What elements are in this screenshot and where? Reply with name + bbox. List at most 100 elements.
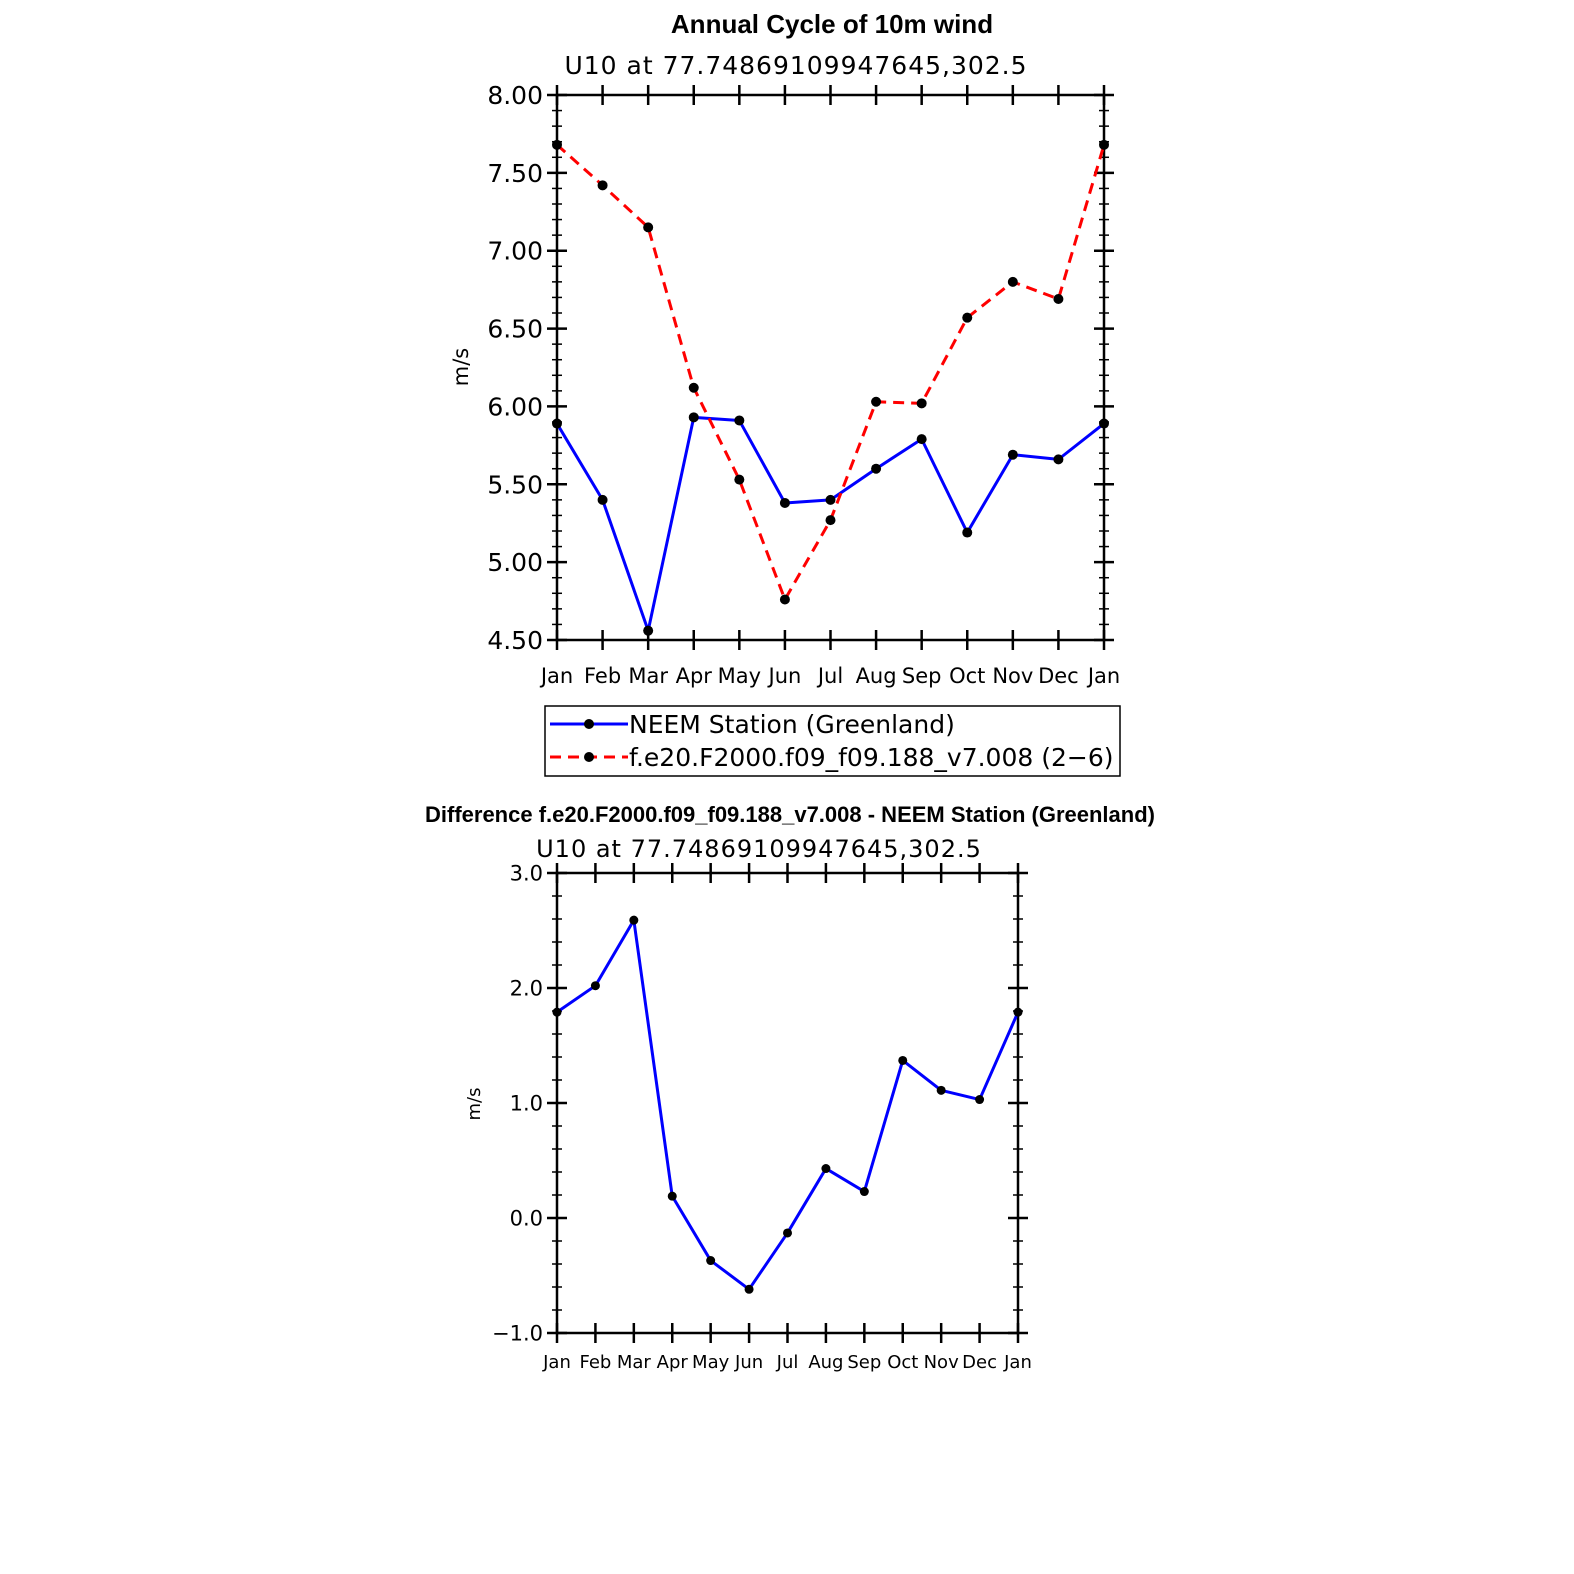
data-point [590, 981, 600, 991]
plot-frame [555, 871, 1020, 1335]
x-tick-label: May [692, 1352, 730, 1373]
data-point [688, 382, 699, 393]
x-tick-label: Jan [539, 664, 573, 688]
data-point [734, 415, 745, 426]
x-tick-label: Jul [776, 1352, 799, 1373]
x-tick-label: Dec [962, 1352, 997, 1373]
chart1-axes: Jan Feb Mar Apr May Jun Jul Aug Sep Oct Nov Dec Jan 4… [487, 81, 1120, 688]
difference-chart: Difference f.e20.F2000.f09_f09.188_v7.00… [425, 802, 1155, 1373]
chart2-subtitle: U10 at 77.74869109947645,302.5 [536, 835, 982, 863]
legend-box [544, 705, 1121, 777]
x-tick-label: Aug [856, 664, 897, 688]
data-point [783, 1228, 792, 1238]
data-point [552, 418, 562, 429]
x-tick-label: Sep [902, 664, 942, 688]
legend-marker-neem [584, 719, 594, 729]
data-point [552, 1007, 562, 1017]
data-point [643, 625, 654, 636]
x-tick-label: Jan [1086, 664, 1120, 688]
y-tick-label: 0.0 [510, 1207, 543, 1231]
x-tick-label: Jul [816, 664, 843, 688]
chart1-subtitle: U10 at 77.74869109947645,302.5 [564, 51, 1027, 80]
data-point [1053, 293, 1064, 304]
x-tick-label: Sep [847, 1352, 881, 1373]
y-tick-label: 3.0 [510, 862, 543, 886]
data-point [1053, 454, 1064, 465]
data-point [1099, 139, 1109, 150]
data-point [643, 222, 654, 233]
data-point [821, 1164, 831, 1174]
x-tick-label: Feb [579, 1352, 611, 1373]
chart1-ylabel: m/s [449, 348, 473, 386]
data-point [1007, 449, 1018, 460]
data-point [975, 1095, 985, 1105]
data-point [597, 180, 608, 191]
data-point [734, 474, 745, 485]
data-point [597, 494, 608, 505]
y-tick-label: 5.00 [487, 548, 543, 577]
y-tick-label: 7.50 [487, 159, 543, 188]
y-tick-label: 8.00 [487, 81, 543, 110]
x-tick-label: Apr [657, 1352, 689, 1373]
y-tick-label: 7.00 [487, 237, 543, 266]
x-tick-label: Feb [584, 664, 621, 688]
data-point [871, 396, 882, 407]
x-tick-label: May [718, 664, 761, 688]
y-tick-label: 2.0 [510, 977, 543, 1001]
data-point [962, 527, 973, 538]
x-tick-label: Mar [617, 1352, 652, 1373]
x-tick-label: Aug [808, 1352, 843, 1373]
x-tick-label: Jun [734, 1352, 763, 1373]
data-point [825, 515, 836, 526]
legend-marker-model [584, 752, 594, 762]
data-point [916, 434, 927, 445]
data-point [916, 398, 927, 409]
chart1-series [552, 139, 1109, 636]
y-tick-label: −1.0 [492, 1322, 543, 1346]
data-point [629, 915, 639, 925]
x-tick-label: Apr [676, 664, 713, 688]
y-tick-label: 6.00 [487, 392, 543, 421]
x-tick-label: Jan [542, 1352, 571, 1373]
data-point [1099, 418, 1109, 429]
chart1-legend: NEEM Station (Greenland) f.e20.F2000.f09… [544, 705, 1121, 777]
data-point [936, 1085, 946, 1095]
y-tick-label: 4.50 [487, 626, 543, 655]
legend-label-model: f.e20.F2000.f09_f09.188_v7.008 (2−6) [629, 743, 1114, 772]
x-tick-label: Oct [949, 664, 985, 688]
data-point [706, 1256, 716, 1266]
annual-cycle-chart: Annual Cycle of 10m wind U10 at 77.74869… [449, 9, 1121, 777]
x-tick-label: Jun [767, 664, 802, 688]
data-point [859, 1187, 869, 1197]
series-line-1 [556, 143, 1106, 602]
data-point [744, 1284, 754, 1294]
chart2-series [552, 915, 1023, 1294]
x-tick-label: Dec [1038, 664, 1079, 688]
data-point [779, 497, 790, 508]
data-point [667, 1191, 677, 1201]
data-point [688, 412, 699, 423]
data-point [1013, 1007, 1023, 1017]
x-tick-label: Nov [924, 1352, 959, 1373]
data-point [1007, 276, 1018, 287]
data-point [552, 139, 562, 150]
y-tick-label: 6.50 [487, 315, 543, 344]
legend-label-neem: NEEM Station (Greenland) [629, 710, 955, 739]
y-tick-label: 1.0 [510, 1092, 543, 1116]
plot-frame [555, 93, 1106, 642]
chart1-title: Annual Cycle of 10m wind [671, 9, 993, 39]
y-tick-label: 5.50 [487, 470, 543, 499]
chart2-title: Difference f.e20.F2000.f09_f09.188_v7.00… [425, 802, 1155, 827]
chart2-ylabel: m/s [464, 1088, 485, 1121]
data-point [962, 312, 973, 323]
x-tick-label: Mar [628, 664, 668, 688]
x-tick-label: Jan [1003, 1352, 1032, 1373]
x-tick-label: Oct [887, 1352, 918, 1373]
data-point [871, 463, 882, 474]
chart2-axes: Jan Feb Mar Apr May Jun Jul Aug Sep Oct Nov Dec Jan −… [492, 862, 1032, 1373]
data-point [898, 1055, 908, 1065]
x-tick-label: Nov [992, 664, 1033, 688]
data-point [825, 494, 836, 505]
data-point [779, 594, 790, 605]
